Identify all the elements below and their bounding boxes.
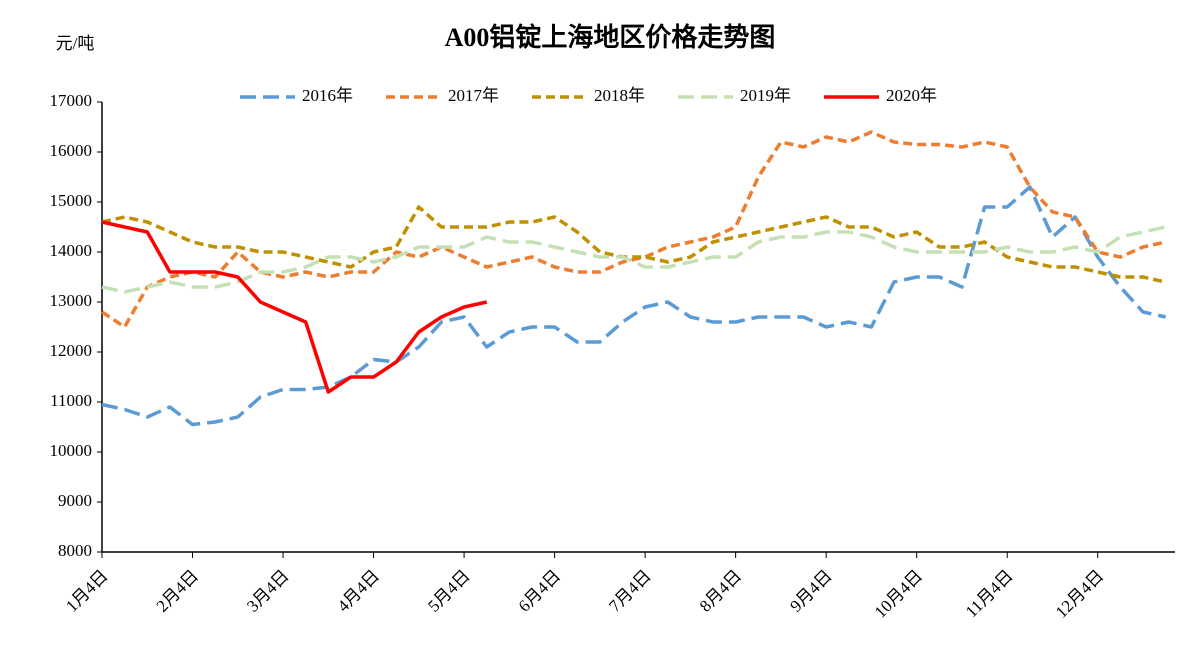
y-tick-label: 9000: [58, 491, 92, 510]
y-axis-label: 元/吨: [56, 34, 95, 53]
series-line: [101, 130, 1166, 329]
x-tick-label: 4月4日: [334, 566, 383, 615]
y-tick-label: 8000: [58, 541, 92, 560]
x-tick-label: 9月4日: [786, 566, 835, 615]
x-tick-label: 10月4日: [871, 566, 927, 622]
legend-label: 2018年: [594, 86, 645, 105]
legend-label: 2017年: [448, 86, 499, 105]
y-tick-label: 14000: [50, 241, 93, 260]
legend-label: 2020年: [886, 86, 937, 105]
y-tick-label: 15000: [50, 191, 93, 210]
y-tick-label: 11000: [50, 391, 92, 410]
series-line: [101, 220, 488, 394]
x-tick-label: 8月4日: [696, 566, 745, 615]
x-tick-label: 11月4日: [962, 566, 1017, 621]
x-tick-label: 2月4日: [153, 566, 202, 615]
y-tick-label: 17000: [50, 91, 93, 110]
series-line: [101, 185, 1166, 427]
x-tick-label: 7月4日: [605, 566, 654, 615]
legend-label: 2019年: [740, 86, 791, 105]
x-tick-label: 12月4日: [1052, 566, 1108, 622]
series-line: [101, 205, 1166, 284]
y-tick-label: 10000: [50, 441, 93, 460]
x-tick-label: 5月4日: [424, 566, 473, 615]
legend-label: 2016年: [302, 86, 353, 105]
x-tick-label: 1月4日: [62, 566, 111, 615]
y-tick-label: 13000: [50, 291, 93, 310]
y-tick-label: 12000: [50, 341, 93, 360]
x-tick-label: 3月4日: [243, 566, 292, 615]
chart-title: A00铝锭上海地区价格走势图: [445, 22, 776, 52]
y-tick-label: 16000: [50, 141, 93, 160]
x-tick-label: 6月4日: [515, 566, 564, 615]
